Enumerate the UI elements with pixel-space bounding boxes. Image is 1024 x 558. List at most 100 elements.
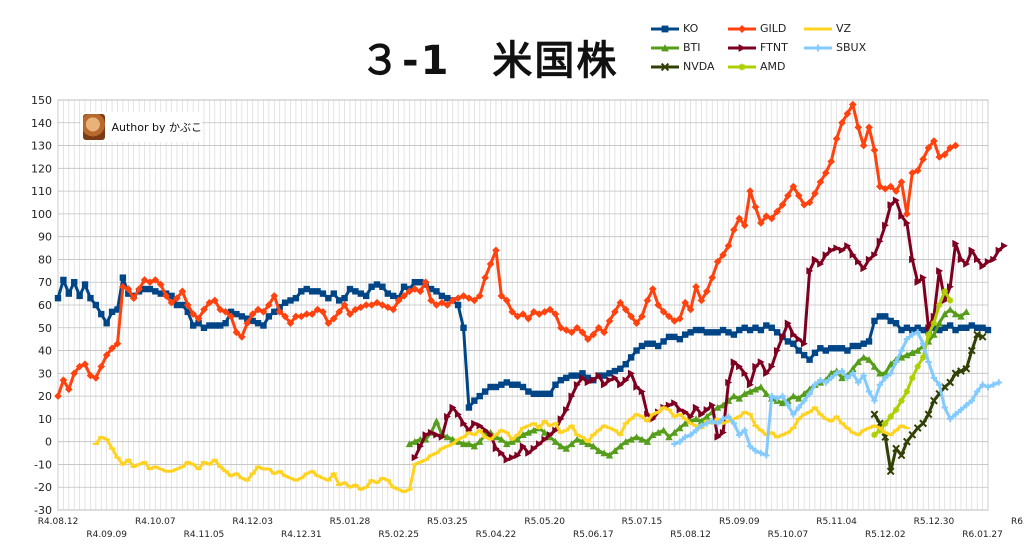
data-point-ftnt [817, 260, 825, 268]
data-point-ftnt [471, 419, 479, 428]
data-point-ko [200, 324, 208, 331]
data-point-sbux [860, 372, 867, 379]
data-point-ftnt [779, 333, 787, 341]
data-point-gild [265, 301, 273, 309]
data-point-sbux [752, 447, 759, 454]
data-point-ko [71, 279, 78, 286]
data-point-ftnt [773, 346, 781, 355]
y-tick-label: 50 [38, 322, 52, 335]
data-point-gild [940, 150, 949, 159]
data-point-ftnt [438, 433, 446, 441]
data-point-gild [870, 146, 879, 154]
data-point-sbux [984, 383, 992, 391]
data-point-ko [557, 376, 565, 384]
data-point-ko [157, 290, 164, 297]
data-point-sbux [806, 390, 813, 398]
data-point-gild [611, 308, 619, 316]
data-point-ko [757, 326, 765, 334]
data-point-ftnt [584, 378, 592, 387]
data-point-bti [616, 442, 625, 450]
legend-swatch [651, 62, 679, 71]
data-point-bti [443, 433, 452, 441]
data-point-ko [125, 290, 132, 297]
series-ko [54, 274, 992, 411]
data-point-ko [968, 322, 975, 329]
data-point-bti [838, 374, 846, 382]
data-point-ko [244, 315, 251, 322]
data-point-ftnt [671, 399, 679, 407]
data-point-sbux [692, 427, 700, 434]
data-point-bti [573, 435, 581, 443]
data-point-sbux [995, 379, 1003, 386]
data-point-bti [594, 447, 603, 454]
data-point-sbux [909, 331, 916, 338]
data-point-ftnt [568, 392, 576, 400]
data-point-bti [649, 431, 657, 439]
series-gild [54, 100, 960, 400]
data-point-ftnt [914, 278, 922, 286]
data-point-ko [379, 283, 386, 290]
data-point-gild [194, 314, 203, 323]
data-point-ko [665, 333, 673, 341]
data-point-ftnt [855, 258, 862, 266]
data-point-gild [411, 285, 419, 293]
data-point-sbux [946, 415, 954, 423]
data-point-ko [152, 288, 159, 295]
data-point-gild [686, 305, 695, 314]
data-point-ko [773, 329, 781, 336]
data-point-sbux [957, 406, 965, 413]
data-point-bti [405, 440, 414, 448]
data-point-ko [903, 324, 911, 331]
data-point-ko [314, 288, 321, 295]
data-point-ftnt [838, 246, 846, 255]
data-point-ftnt [573, 381, 581, 389]
data-point-ftnt [454, 410, 462, 419]
data-point-gild [859, 141, 868, 150]
data-point-ko [525, 388, 532, 395]
data-point-gild [638, 312, 646, 321]
data-point-nvda [946, 378, 955, 387]
data-point-ko [600, 372, 608, 379]
data-point-amd [892, 406, 900, 413]
data-point-amd [876, 427, 884, 434]
data-point-ko [60, 276, 67, 284]
data-point-sbux [795, 404, 802, 411]
data-point-ftnt [725, 378, 733, 387]
chart-title: ３-1 米国株 [360, 38, 619, 84]
data-point-ftnt [876, 237, 884, 245]
data-point-ko [806, 356, 813, 363]
data-point-ko [260, 322, 267, 329]
data-point-ko [308, 288, 316, 295]
data-point-ko [460, 324, 467, 331]
data-point-gild [913, 166, 922, 175]
data-point-gild [167, 298, 176, 307]
data-point-ko [800, 351, 808, 359]
data-point-gild [448, 296, 457, 305]
data-point-gild [97, 362, 106, 371]
data-point-ftnt [530, 444, 538, 453]
data-point-bti [730, 392, 738, 400]
data-point-amd [941, 288, 948, 295]
data-point-bti [432, 417, 441, 425]
data-point-ko [936, 326, 943, 334]
data-point-sbux [871, 397, 878, 404]
data-point-sbux [876, 381, 884, 388]
data-point-sbux [844, 374, 851, 382]
data-point-gild [362, 301, 370, 309]
data-point-ko [703, 329, 711, 336]
legend-swatch [728, 24, 756, 33]
data-point-ftnt [611, 374, 619, 382]
data-point-ko [271, 308, 278, 316]
data-point-gild [254, 305, 262, 314]
data-point-gild [573, 323, 581, 332]
data-point-gild [302, 310, 311, 318]
data-point-gild [465, 294, 473, 302]
series-markers-gild [54, 100, 960, 400]
data-point-ko [746, 326, 754, 334]
data-point-amd [887, 413, 894, 420]
data-point-gild [730, 226, 738, 234]
data-point-bti [465, 440, 473, 448]
data-point-gild [692, 282, 700, 291]
data-point-nvda [892, 444, 900, 453]
data-point-gild [378, 301, 387, 309]
